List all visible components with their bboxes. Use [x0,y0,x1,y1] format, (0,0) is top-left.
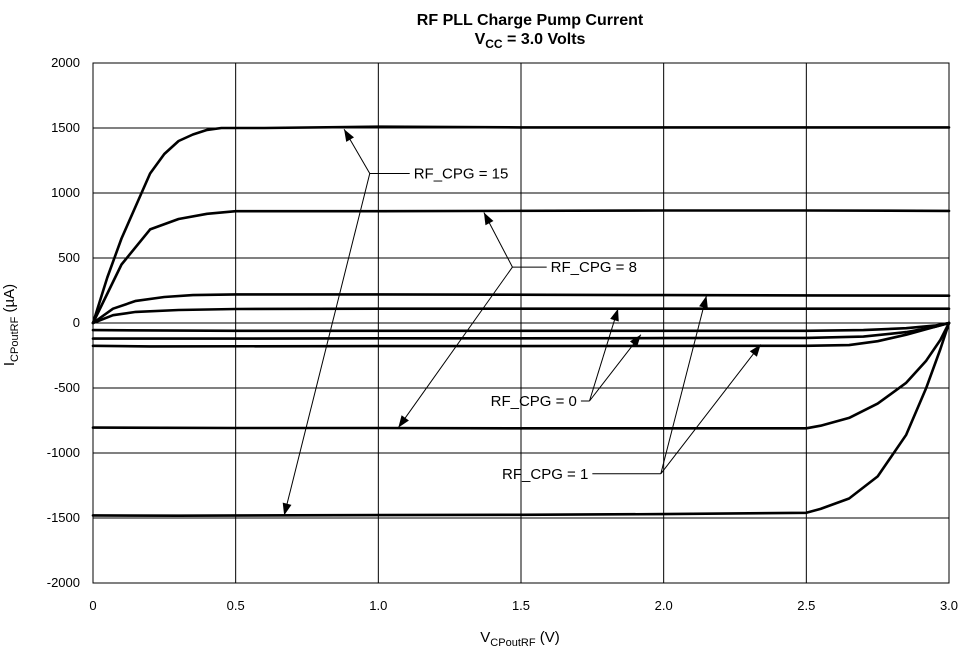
x-axis-label-subscript: CPoutRF [490,637,536,649]
arrow-head [749,344,761,357]
series-line-0 [91,125,951,325]
y-axis-label-subscript: CPoutRF [9,316,21,362]
y-axis-label-main: I [1,362,18,366]
series-line-2 [91,293,951,325]
y-tick-labels: 2000 1500 1000 500 0 -500 -1000 -1500 -2000 [47,55,80,590]
series-line-4 [91,321,951,333]
arrow-shaft [660,344,762,475]
arrow-shaft [589,308,619,402]
subtitle-main: V [475,31,486,48]
y-tick-label: -1000 [47,445,80,460]
annotation-arrow-0-1 [282,173,371,516]
series-line-6 [91,321,951,348]
x-tick-label: 1.5 [512,598,530,613]
y-tick-label: 500 [58,250,80,265]
x-axis-label: VCPoutRF (V) [480,629,559,649]
y-axis-label-rest: (µA) [1,284,18,317]
x-tick-label: 2.5 [797,598,815,613]
annotation-label: RF_CPG = 8 [551,259,637,276]
x-tick-label: 3.0 [940,598,958,613]
x-tick-label: 2.0 [655,598,673,613]
annotation-arrow-1-0 [483,212,513,268]
series-line-7 [91,321,951,430]
annotation-label: RF_CPG = 0 [491,393,577,410]
y-tick-label: 1000 [51,185,80,200]
y-tick-label: -1500 [47,510,80,525]
arrow-head [610,308,619,322]
x-tick-label: 0.5 [227,598,245,613]
x-tick-label: 1.0 [369,598,387,613]
series-line-3 [91,307,951,325]
subtitle-subscript: CC [485,37,503,51]
annotation-arrow-3-1 [660,344,762,475]
y-tick-label: 0 [73,315,80,330]
annotation-label: RF_CPG = 1 [502,466,588,483]
annotation-arrow-2-0 [589,308,619,402]
arrow-head [483,212,494,226]
y-tick-label: -500 [54,380,80,395]
y-tick-label: -2000 [47,575,80,590]
arrow-shaft [283,173,371,516]
arrow-head [398,415,409,428]
x-axis-label-rest: (V) [536,629,560,646]
arrow-shaft [589,334,642,402]
annotation-arrow-2-1 [589,334,642,402]
subtitle-rest: = 3.0 Volts [503,31,586,48]
arrow-head [629,334,641,347]
series-line-8 [91,321,951,518]
annotation-label: RF_CPG = 15 [414,166,509,183]
series-line-1 [91,209,951,325]
series-lines [91,125,951,518]
annotations: RF_CPG = 15 RF_CPG = 8 RF_CPG = 0 RF_CPG = … [282,129,762,516]
y-axis-label: ICPoutRF (µA) [1,284,21,366]
annotation-arrow-1-1 [397,266,513,428]
x-axis-label-main: V [480,629,490,646]
arrow-head [282,502,292,516]
y-tick-label: 1500 [51,120,80,135]
x-tick-label: 0 [89,598,96,613]
y-tick-label: 2000 [51,55,80,70]
chart-subtitle: VCC = 3.0 Volts [475,31,586,51]
arrow-head [699,295,708,309]
annotation-arrow-0-0 [343,129,371,174]
arrow-shaft [660,295,707,474]
arrow-shaft [397,266,513,428]
chart-title: RF PLL Charge Pump Current [417,12,644,29]
annotation-arrow-3-0 [660,295,708,474]
arrow-head [344,129,355,142]
x-tick-labels: 0 0.5 1.0 1.5 2.0 2.5 3.0 [89,598,958,613]
